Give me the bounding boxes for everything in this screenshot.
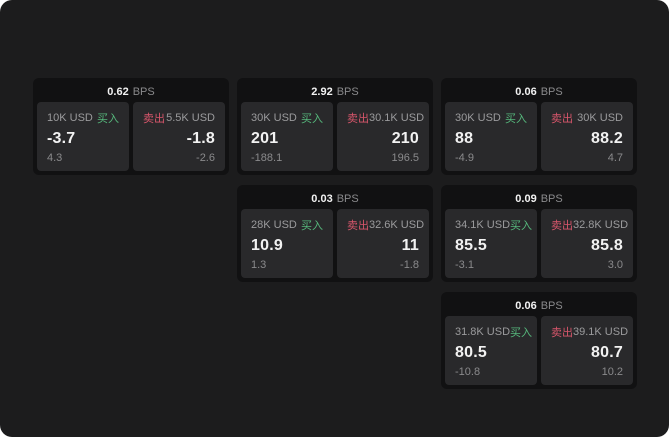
buy-price: -3.7 [47, 130, 76, 148]
bps-header: 0.06 BPS [445, 82, 633, 102]
sell-amount: 30K USD [577, 112, 623, 124]
sell-sub-value: 10.2 [601, 366, 623, 378]
sell-amount: 30.1K USD [369, 112, 425, 124]
sell-price: 88.2 [591, 130, 623, 148]
sell-side-label: 卖出 [551, 113, 573, 125]
quote-card: 0.03 BPS 28K USD 买入 10.9 1.3 卖出 32.6K US… [237, 185, 433, 282]
bps-unit-label: BPS [540, 300, 563, 312]
buy-price: 85.5 [455, 237, 487, 255]
sell-amount: 32.8K USD [573, 219, 629, 231]
bps-value: 0.09 [515, 193, 537, 205]
buy-price: 10.9 [251, 237, 283, 255]
sell-sub-value: -1.8 [400, 259, 419, 271]
bps-header: 0.03 BPS [241, 189, 429, 209]
buy-side-label: 买入 [510, 327, 533, 339]
sell-quote-panel[interactable]: 卖出 5.5K USD -1.8 -2.6 [133, 102, 225, 171]
quote-card: 0.06 BPS 30K USD 买入 88 -4.9 卖出 30K USD [441, 78, 637, 175]
buy-price: 201 [251, 130, 279, 148]
quote-card: 0.09 BPS 34.1K USD 买入 85.5 -3.1 卖出 32.8K… [441, 185, 637, 282]
buy-amount: 30K USD [455, 112, 501, 124]
quote-panels: 30K USD 买入 201 -188.1 卖出 30.1K USD 210 1… [241, 102, 429, 171]
buy-sub-value: -4.9 [455, 152, 474, 164]
buy-quote-panel[interactable]: 34.1K USD 买入 85.5 -3.1 [445, 209, 537, 278]
sell-price: 210 [391, 130, 419, 148]
buy-side-label: 买入 [301, 113, 323, 125]
sell-quote-panel[interactable]: 卖出 39.1K USD 80.7 10.2 [541, 316, 633, 385]
sell-sub-value: 196.5 [391, 152, 419, 164]
buy-sub-value: -188.1 [251, 152, 283, 164]
quote-panels: 28K USD 买入 10.9 1.3 卖出 32.6K USD 11 -1.8 [241, 209, 429, 278]
quote-card-grid: 0.62 BPS 10K USD 买入 -3.7 4.3 卖出 5.5K USD [33, 78, 637, 389]
buy-quote-panel[interactable]: 10K USD 买入 -3.7 4.3 [37, 102, 129, 171]
sell-sub-value: 3.0 [607, 259, 623, 271]
buy-sub-value: 1.3 [251, 259, 267, 271]
buy-price: 88 [455, 130, 474, 148]
buy-quote-panel[interactable]: 30K USD 买入 88 -4.9 [445, 102, 537, 171]
bps-value: 2.92 [311, 86, 333, 98]
buy-side-label: 买入 [510, 220, 533, 232]
sell-price: 11 [401, 237, 419, 255]
bps-header: 0.06 BPS [445, 296, 633, 316]
bps-unit-label: BPS [540, 86, 563, 98]
sell-price: -1.8 [186, 130, 215, 148]
bps-value: 0.06 [515, 86, 537, 98]
buy-amount: 28K USD [251, 219, 297, 231]
buy-amount: 34.1K USD [455, 219, 511, 231]
bps-header: 0.09 BPS [445, 189, 633, 209]
sell-side-label: 卖出 [143, 113, 165, 125]
buy-side-label: 买入 [505, 113, 527, 125]
bps-value: 0.06 [515, 300, 537, 312]
sell-side-label: 卖出 [551, 327, 573, 339]
quote-panels: 30K USD 买入 88 -4.9 卖出 30K USD 88.2 4.7 [445, 102, 633, 171]
sell-sub-value: -2.6 [196, 152, 215, 164]
sell-price: 85.8 [591, 237, 623, 255]
bps-unit-label: BPS [336, 193, 359, 205]
sell-quote-panel[interactable]: 卖出 30.1K USD 210 196.5 [337, 102, 429, 171]
buy-amount: 30K USD [251, 112, 297, 124]
sell-side-label: 卖出 [347, 113, 369, 125]
sell-quote-panel[interactable]: 卖出 30K USD 88.2 4.7 [541, 102, 633, 171]
quote-panels: 10K USD 买入 -3.7 4.3 卖出 5.5K USD -1.8 -2.… [37, 102, 225, 171]
buy-sub-value: -10.8 [455, 366, 481, 378]
sell-amount: 39.1K USD [573, 326, 629, 338]
bps-value: 0.62 [107, 86, 129, 98]
sell-amount: 32.6K USD [369, 219, 425, 231]
bps-unit-label: BPS [336, 86, 359, 98]
buy-amount: 31.8K USD [455, 326, 511, 338]
sell-side-label: 卖出 [347, 220, 369, 232]
bps-unit-label: BPS [540, 193, 563, 205]
bps-header: 2.92 BPS [241, 82, 429, 102]
sell-quote-panel[interactable]: 卖出 32.8K USD 85.8 3.0 [541, 209, 633, 278]
buy-side-label: 买入 [97, 113, 119, 125]
buy-amount: 10K USD [47, 112, 93, 124]
buy-sub-value: 4.3 [47, 152, 63, 164]
buy-quote-panel[interactable]: 30K USD 买入 201 -188.1 [241, 102, 333, 171]
quote-card: 2.92 BPS 30K USD 买入 201 -188.1 卖出 30.1K … [237, 78, 433, 175]
sell-side-label: 卖出 [551, 220, 573, 232]
quote-panels: 34.1K USD 买入 85.5 -3.1 卖出 32.8K USD 85.8… [445, 209, 633, 278]
sell-price: 80.7 [591, 344, 623, 362]
bps-unit-label: BPS [132, 86, 155, 98]
quote-panels: 31.8K USD 买入 80.5 -10.8 卖出 39.1K USD 80.… [445, 316, 633, 385]
buy-sub-value: -3.1 [455, 259, 474, 271]
bps-value: 0.03 [311, 193, 333, 205]
sell-sub-value: 4.7 [607, 152, 623, 164]
buy-quote-panel[interactable]: 31.8K USD 买入 80.5 -10.8 [445, 316, 537, 385]
buy-quote-panel[interactable]: 28K USD 买入 10.9 1.3 [241, 209, 333, 278]
sell-amount: 5.5K USD [166, 112, 215, 124]
sell-quote-panel[interactable]: 卖出 32.6K USD 11 -1.8 [337, 209, 429, 278]
buy-price: 80.5 [455, 344, 487, 362]
buy-side-label: 买入 [301, 220, 323, 232]
bps-header: 0.62 BPS [37, 82, 225, 102]
quote-card: 0.06 BPS 31.8K USD 买入 80.5 -10.8 卖出 39.1… [441, 292, 637, 389]
quote-card: 0.62 BPS 10K USD 买入 -3.7 4.3 卖出 5.5K USD [33, 78, 229, 175]
